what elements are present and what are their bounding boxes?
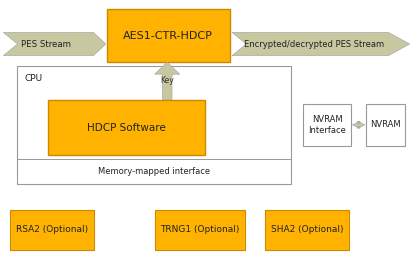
Text: NVRAM
Interface: NVRAM Interface	[308, 115, 346, 135]
Text: SHA2 (Optional): SHA2 (Optional)	[271, 225, 344, 234]
Polygon shape	[3, 32, 106, 56]
Polygon shape	[155, 62, 180, 100]
FancyBboxPatch shape	[107, 9, 230, 62]
Text: Encrypted/decrypted PES Stream: Encrypted/decrypted PES Stream	[244, 40, 384, 48]
Text: HDCP Software: HDCP Software	[87, 123, 166, 133]
Polygon shape	[232, 32, 410, 56]
FancyBboxPatch shape	[10, 210, 94, 250]
Text: Key: Key	[161, 76, 174, 85]
FancyBboxPatch shape	[155, 210, 245, 250]
Text: Memory-mapped interface: Memory-mapped interface	[97, 167, 210, 176]
FancyBboxPatch shape	[366, 104, 405, 146]
FancyBboxPatch shape	[48, 100, 205, 155]
FancyBboxPatch shape	[17, 66, 291, 184]
FancyBboxPatch shape	[265, 210, 349, 250]
Text: PES Stream: PES Stream	[21, 40, 71, 48]
Text: CPU: CPU	[24, 74, 42, 83]
FancyBboxPatch shape	[303, 104, 351, 146]
Text: RSA2 (Optional): RSA2 (Optional)	[16, 225, 88, 234]
Text: AES1-CTR-HDCP: AES1-CTR-HDCP	[123, 31, 213, 41]
Text: TRNG1 (Optional): TRNG1 (Optional)	[160, 225, 239, 234]
Polygon shape	[352, 121, 365, 128]
Text: NVRAM: NVRAM	[370, 120, 401, 130]
